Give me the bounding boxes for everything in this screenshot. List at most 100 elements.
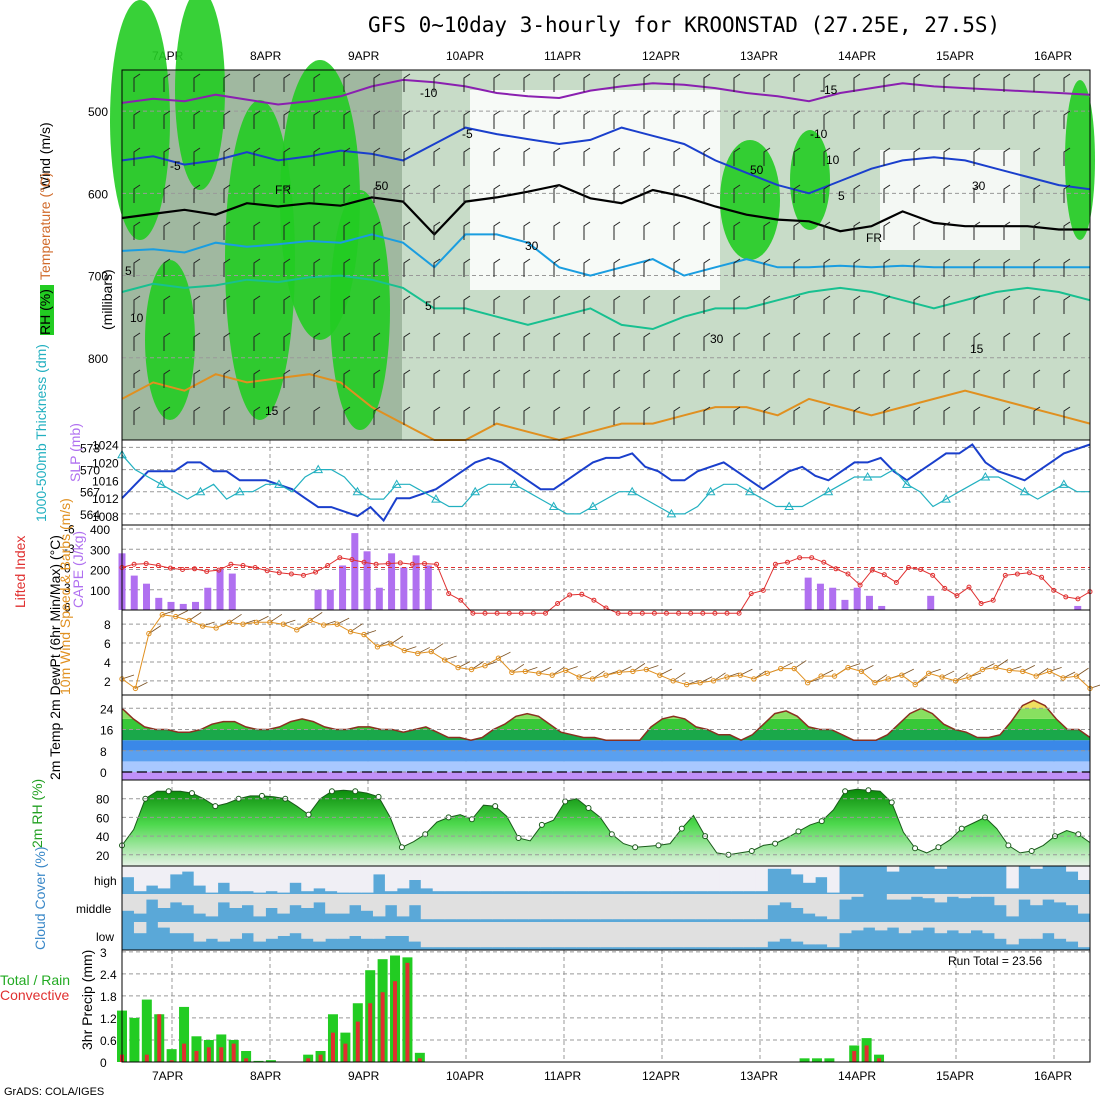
cloud-clear-cell — [145, 894, 159, 900]
wind-barb — [973, 184, 981, 203]
wind-barb — [673, 110, 681, 129]
lifted-index-point — [131, 561, 137, 567]
date-label-bottom: 16APR — [1034, 1069, 1072, 1083]
wind-speed-point — [751, 676, 757, 682]
wind-barb — [703, 221, 711, 240]
cloud-clear-cell — [994, 922, 1007, 939]
wind-barb — [763, 147, 771, 166]
cloud-clear-cell — [325, 894, 338, 914]
wind-speed-point — [603, 672, 609, 678]
lifted-index-point — [906, 565, 911, 570]
contour-label: 50 — [375, 179, 389, 193]
cloud-clear-cell — [743, 922, 756, 948]
cloud-clear-cell — [181, 866, 195, 872]
precip-convective-bar — [417, 1058, 422, 1062]
cloud-clear-cell — [659, 894, 673, 920]
wind-speed-point — [939, 674, 945, 680]
wind-barb — [583, 184, 591, 203]
wind-barb — [163, 332, 171, 351]
wind-barb — [133, 369, 141, 388]
wind-barb — [1033, 332, 1041, 351]
lifted-index-point — [1027, 570, 1032, 576]
wind-barb — [583, 369, 591, 388]
wind-barb — [1063, 369, 1071, 388]
rh-point — [562, 798, 569, 805]
lifted-index-point — [337, 555, 343, 561]
rh-point — [375, 793, 382, 800]
wind-speed-point — [1060, 675, 1066, 681]
wind-barb — [223, 184, 231, 203]
cloud-clear-cell — [456, 922, 470, 948]
wind-speed-point — [872, 680, 878, 686]
temperature-contour — [121, 78, 1091, 106]
wind-speed-point — [415, 650, 421, 657]
rh-point — [888, 799, 895, 806]
wind-barb — [823, 110, 831, 129]
wind-barb — [163, 110, 171, 129]
wind-barb — [193, 184, 201, 203]
date-label-bottom: 10APR — [446, 1069, 484, 1083]
cloud-clear-cell — [540, 894, 553, 920]
cloud-clear-cell — [922, 922, 936, 928]
precip-total-bar — [241, 1050, 252, 1062]
cloud-clear-cell — [719, 866, 732, 892]
lifted-index-point — [1002, 572, 1008, 578]
thickness-marker — [548, 501, 559, 511]
wind-barb — [1063, 332, 1071, 351]
rh-point — [352, 788, 359, 795]
rh-green-area — [1065, 80, 1095, 240]
cloud-clear-cell — [623, 866, 637, 892]
wind-barb — [133, 332, 141, 351]
cloud-clear-cell — [396, 894, 410, 917]
cloud-clear-cell — [193, 922, 207, 942]
lifted-index-point — [567, 592, 573, 598]
lifted-index-point — [228, 561, 234, 567]
wind-barb — [223, 73, 231, 92]
rh-label: RH (%) — [37, 289, 53, 335]
wind-speed-point — [1020, 668, 1026, 675]
wind-barb — [583, 406, 591, 425]
date-label-bottom: 8APR — [250, 1069, 282, 1083]
wind-barb — [163, 295, 171, 314]
wind-barb — [193, 369, 201, 388]
cloud-clear-cell — [265, 922, 278, 939]
thickness-marker — [470, 486, 481, 496]
wind-barb — [733, 73, 741, 92]
cloud-clear-cell — [588, 894, 601, 920]
lifted-index-point — [240, 563, 246, 569]
cape-bar — [179, 603, 187, 610]
cloud-clear-cell — [623, 922, 637, 948]
wind-barb — [943, 110, 951, 129]
wind-barb — [673, 147, 681, 166]
wind-barb — [583, 258, 591, 277]
rh-point — [912, 845, 919, 852]
cloud-clear-cell — [683, 922, 697, 948]
cloud-clear-cell — [1078, 894, 1091, 914]
wind-barb — [313, 406, 321, 425]
wind-speed-point — [173, 613, 179, 620]
wind-barb — [1003, 184, 1011, 203]
rh-green-area — [790, 130, 830, 230]
cloud-clear-cell — [719, 894, 732, 920]
cloud-clear-cell — [803, 894, 816, 914]
cloud-clear-cell — [755, 922, 768, 948]
cloud-clear-cell — [898, 894, 912, 900]
temp-band — [122, 761, 1090, 773]
wind-barb — [883, 295, 891, 314]
wind-barb — [373, 147, 381, 166]
cloud-clear-cell — [349, 894, 362, 906]
cloud-clear-cell — [767, 866, 780, 869]
li-tick-label: 3 — [64, 581, 71, 595]
cloud-clear-cell — [337, 894, 350, 914]
wind-barb — [913, 184, 921, 203]
lifted-index-point — [482, 610, 488, 616]
precip-convective-bar — [380, 992, 385, 1062]
cloud-clear-cell — [970, 894, 983, 897]
cloud-clear-cell — [217, 922, 231, 942]
cloud-clear-cell — [1066, 866, 1079, 872]
lifted-index-point — [397, 560, 403, 566]
y-tick-label: 2 — [104, 675, 111, 689]
cape-bar — [927, 595, 935, 610]
wind-barb — [253, 258, 261, 277]
y-tick-label: 0 — [100, 1056, 107, 1070]
